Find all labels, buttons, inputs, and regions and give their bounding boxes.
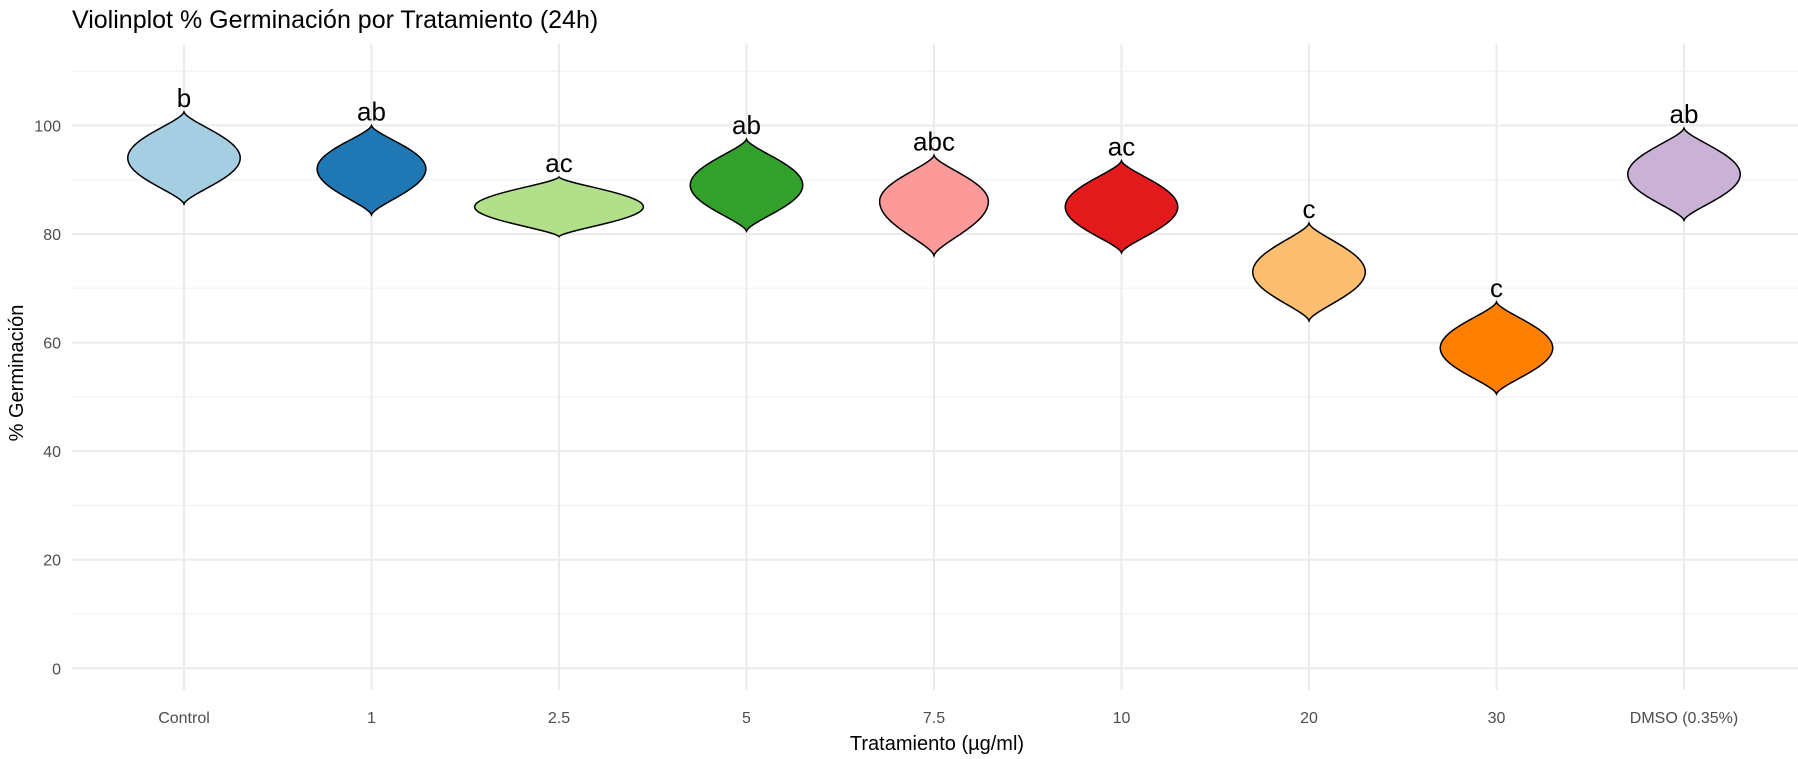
significance-label: ac (545, 148, 572, 178)
x-tick-label: 2.5 (548, 710, 570, 727)
violin-layer (126, 110, 1742, 396)
significance-label: c (1303, 194, 1316, 224)
x-tick-label: 1 (367, 710, 376, 727)
violin-7.5 (878, 153, 990, 258)
significance-label: abc (913, 126, 955, 156)
x-tick-label: DMSO (0.35%) (1630, 710, 1738, 727)
violin-Control (126, 110, 242, 206)
violin-2.5 (473, 175, 645, 238)
y-tick-label: 100 (34, 118, 61, 135)
violin-20 (1251, 221, 1367, 323)
x-tick-label: 10 (1113, 710, 1131, 727)
x-tick-labels: Control 1 2.5 5 7.5 10 20 30 DMSO (0.35%) (158, 710, 1738, 727)
chart-title: Violinplot % Germinación por Tratamiento… (72, 6, 599, 34)
significance-label: c (1490, 273, 1503, 303)
x-tick-label: 7.5 (923, 710, 945, 727)
y-tick-label: 20 (43, 553, 61, 570)
y-tick-label: 0 (52, 661, 61, 678)
x-tick-label: 5 (742, 710, 751, 727)
significance-label: ab (732, 110, 761, 140)
x-axis-title: Tratamiento (µg/ml) (850, 733, 1024, 755)
y-axis-title: % Germinación (6, 305, 28, 442)
x-tick-label: Control (158, 710, 210, 727)
x-tick-label: 30 (1488, 710, 1506, 727)
significance-label: ab (357, 96, 386, 126)
violin-10 (1064, 158, 1179, 255)
significance-label: ac (1108, 132, 1135, 162)
significance-label: b (177, 83, 191, 113)
y-tick-label: 60 (43, 336, 61, 353)
significance-label-layer: b ab ac ab abc ac c c ab (177, 83, 1699, 303)
y-tick-label: 40 (43, 444, 61, 461)
significance-label: ab (1670, 99, 1699, 129)
y-tick-labels: 0 20 40 60 80 100 (34, 118, 61, 678)
violin-5 (689, 137, 804, 234)
violin-30 (1439, 300, 1554, 396)
violin-1 (316, 123, 427, 217)
y-tick-label: 80 (43, 227, 61, 244)
x-tick-label: 20 (1300, 710, 1318, 727)
violin-DMSO (0.35%) (1626, 126, 1742, 223)
